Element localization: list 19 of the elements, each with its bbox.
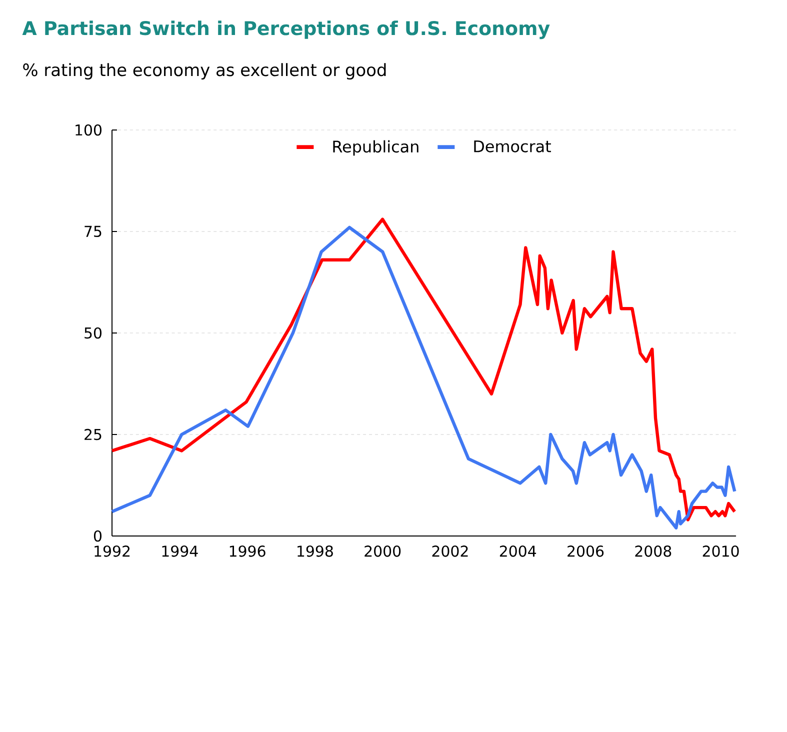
x-tick-label: 2008 (635, 546, 672, 557)
x-tick-label: 1996 (230, 546, 266, 557)
y-tick-label: 0 (94, 530, 102, 542)
legend-label: Republican (333, 140, 418, 156)
x-tick-label: 2004 (500, 546, 536, 557)
y-tick-label: 50 (84, 327, 102, 339)
y-tick-label: 25 (84, 428, 102, 440)
x-tick-label: 1998 (298, 546, 333, 557)
x-tick-label: 1994 (162, 546, 198, 557)
x-tick-label: 2006 (568, 546, 604, 557)
chart-title: A Partisan Switch in Perceptions of U.S. Economy (22, 20, 550, 40)
legend-label: Democrat (474, 140, 551, 152)
x-tick-label: 2000 (364, 546, 401, 557)
chart-subtitle: % rating the economy as excellent or good (23, 63, 386, 80)
y-tick-label: 75 (84, 226, 102, 238)
x-tick-label: 2010 (702, 546, 739, 557)
y-tick-label: 100 (76, 124, 102, 136)
x-tick-label: 1992 (94, 546, 130, 557)
x-tick-label: 2002 (432, 546, 468, 557)
